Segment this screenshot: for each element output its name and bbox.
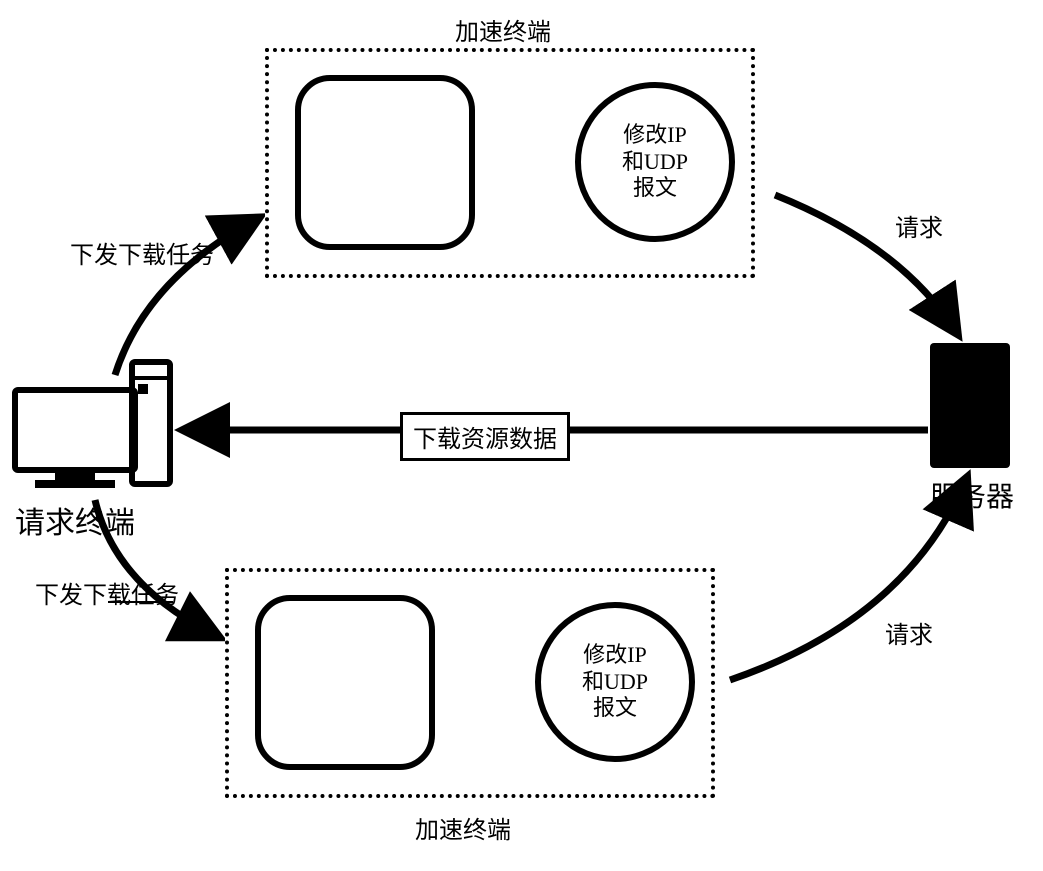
modify-line1-top: 修改IP bbox=[623, 122, 687, 147]
server-box bbox=[930, 343, 1010, 468]
request-bottom-label: 请求 bbox=[885, 615, 933, 650]
modify-line2-top: 和UDP bbox=[622, 149, 688, 174]
download-task-bottom-label: 下发下载任务 bbox=[35, 575, 179, 610]
download-task-top-label: 下发下载任务 bbox=[70, 235, 214, 270]
request-terminal-icon bbox=[15, 362, 170, 488]
accel-terminal-top-label: 加速终端 bbox=[455, 12, 551, 47]
cloud-process-top bbox=[295, 75, 475, 250]
server-label: 服务器 bbox=[930, 475, 1014, 515]
network-diagram: 加速终端 修改IP 和UDP 报文 加速终端 修改IP 和UDP 报文 服务器 … bbox=[0, 0, 1043, 871]
modify-line3-bottom: 报文 bbox=[593, 695, 637, 720]
modify-packet-circle-top: 修改IP 和UDP 报文 bbox=[575, 82, 735, 242]
modify-line3-top: 报文 bbox=[633, 175, 677, 200]
modify-line1-bottom: 修改IP bbox=[583, 642, 647, 667]
request-terminal-label: 请求终端 bbox=[15, 498, 135, 542]
cloud-process-bottom bbox=[255, 595, 435, 770]
modify-line2-bottom: 和UDP bbox=[582, 669, 648, 694]
request-top-label: 请求 bbox=[895, 208, 943, 243]
modify-packet-circle-bottom: 修改IP 和UDP 报文 bbox=[535, 602, 695, 762]
accel-terminal-bottom-label: 加速终端 bbox=[415, 810, 511, 845]
download-resource-label: 下载资源数据 bbox=[400, 412, 570, 461]
